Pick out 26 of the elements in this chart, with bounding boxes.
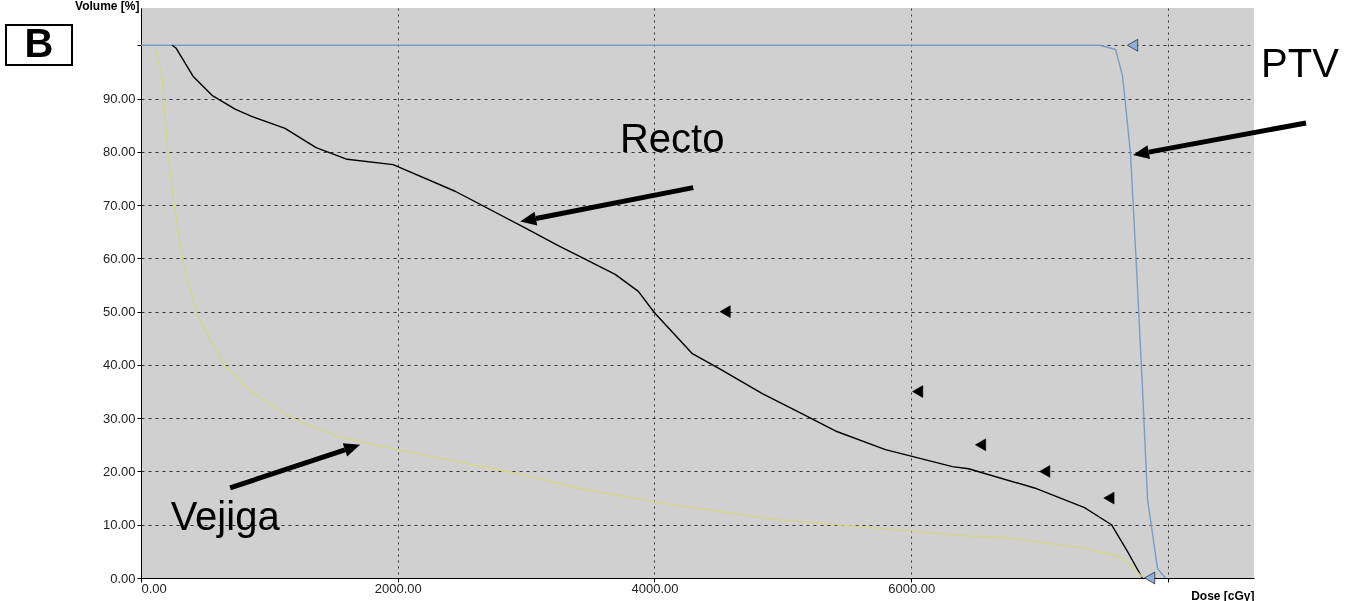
point [1144, 571, 1156, 585]
point [975, 438, 986, 452]
point [1039, 465, 1051, 478]
y-tick-label: 70.00 [102, 197, 136, 213]
x-tick-label: 0.00 [141, 580, 167, 596]
y-axis-title: Volume [%] [75, 0, 140, 13]
point [1127, 39, 1138, 52]
text: B [24, 21, 54, 65]
y-tick-label: 30.00 [102, 410, 136, 426]
y-tick-label: 0.00 [110, 570, 136, 586]
y-tick-label: 80.00 [102, 144, 136, 160]
point [912, 385, 924, 398]
annotation: Vejiga [170, 493, 281, 538]
point [719, 305, 731, 318]
y-tick-label: 50.00 [102, 304, 136, 320]
annotation: Recto [619, 115, 725, 160]
y-tick-label: 20.00 [102, 463, 136, 479]
y-tick-label: 90.00 [102, 91, 136, 107]
y-tick-label: 10.00 [102, 517, 136, 533]
x-tick-label: 4000.00 [631, 580, 679, 596]
y-tick-label: 40.00 [102, 357, 136, 373]
x-tick-label: 6000.00 [888, 580, 936, 596]
text: PTV [1261, 41, 1340, 85]
y-tick-label: 60.00 [102, 250, 136, 266]
point [1103, 491, 1115, 505]
x-tick-label: 2000.00 [374, 580, 422, 596]
